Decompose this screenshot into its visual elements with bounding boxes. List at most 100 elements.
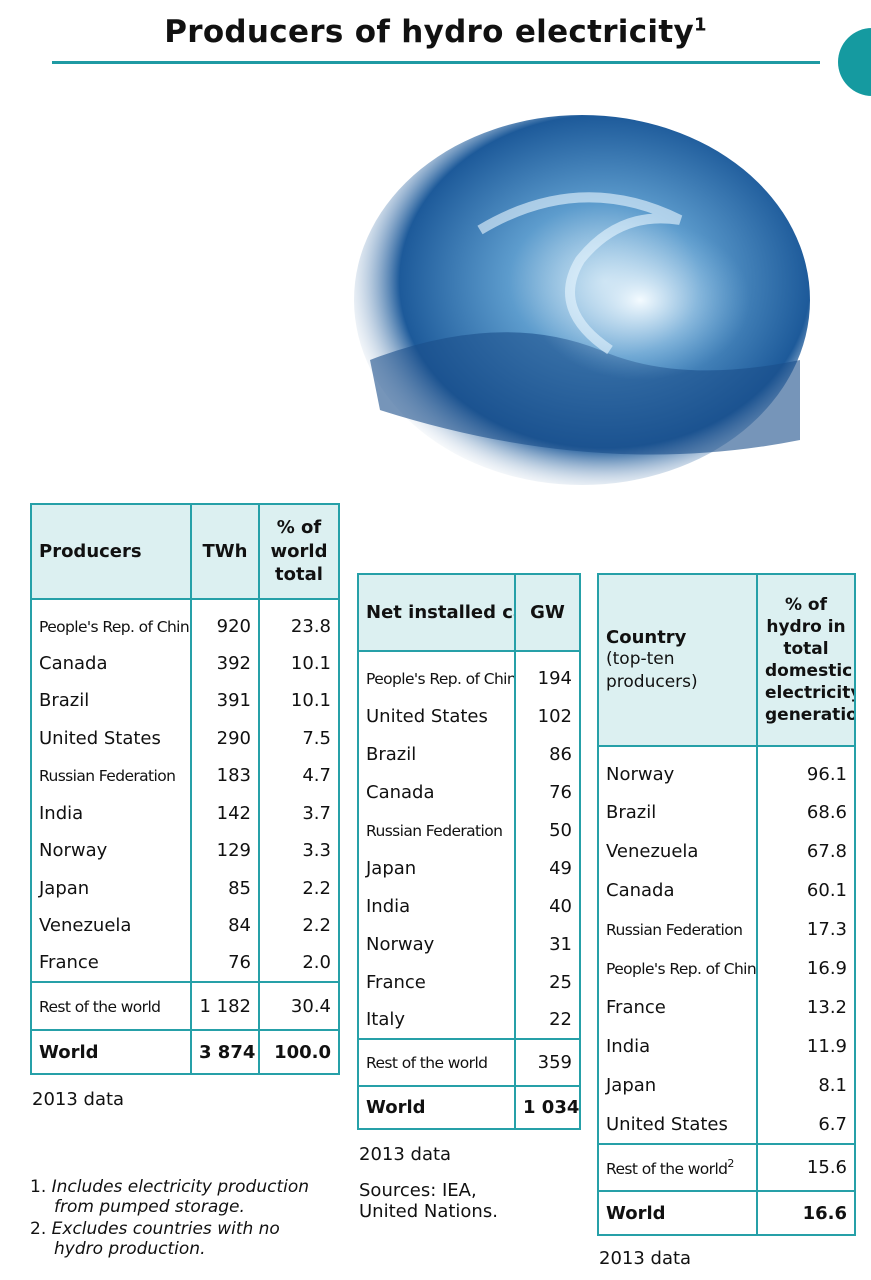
- value: 11.9: [806, 1036, 847, 1057]
- header-cell: Country (top-ten producers): [597, 574, 758, 747]
- rest-row: Rest of the world2 15.6: [597, 1143, 856, 1191]
- label: Canada: [39, 652, 108, 674]
- data-row: United States 102: [357, 697, 581, 735]
- data-row: Venezuela 67.8: [597, 832, 856, 871]
- data-row: France 25: [357, 963, 581, 1001]
- value: 10.1: [290, 690, 331, 712]
- value-cell: 85: [190, 869, 260, 907]
- label: Russian Federation: [39, 767, 176, 786]
- label-cell: Japan: [357, 849, 516, 887]
- label: France: [366, 971, 426, 993]
- page-title: Producers of hydro electricity1: [0, 14, 871, 50]
- value: 60.1: [806, 880, 847, 901]
- label-cell: Canada: [357, 773, 516, 811]
- value-cell: 23.8: [258, 599, 340, 645]
- value: 31: [549, 933, 572, 955]
- label-cell: Brazil: [597, 793, 758, 832]
- value-cell: 7.5: [258, 719, 340, 757]
- label: Japan: [606, 1075, 657, 1096]
- value: 86: [549, 743, 572, 765]
- label-cell: France: [30, 944, 192, 982]
- data-row: India 11.9: [597, 1027, 856, 1066]
- data-row: Brazil 391 10.1: [30, 682, 340, 720]
- value-cell: 50: [514, 811, 581, 849]
- value: 194: [537, 668, 572, 689]
- label: Venezuela: [606, 841, 699, 862]
- value: 392: [216, 652, 251, 674]
- data-row: Venezuela 84 2.2: [30, 907, 340, 945]
- label-cell: Japan: [30, 869, 192, 907]
- wave-illustration: [354, 115, 810, 485]
- value-cell: 4.7: [258, 757, 340, 795]
- label: People's Rep. of China: [606, 960, 757, 978]
- label: Venezuela: [39, 915, 132, 937]
- value-cell: 13.2: [756, 988, 856, 1027]
- data-row: Russian Federation 50: [357, 811, 581, 849]
- label-cell: India: [597, 1027, 758, 1066]
- value: 3.7: [302, 802, 331, 824]
- value-cell: 15.6: [756, 1143, 856, 1191]
- value-cell: 60.1: [756, 871, 856, 910]
- value-cell: 67.8: [756, 832, 856, 871]
- value: 3.3: [302, 840, 331, 862]
- label-cell: Venezuela: [597, 832, 758, 871]
- value-cell: 183: [190, 757, 260, 795]
- label: Norway: [606, 763, 675, 785]
- data-table: Producers TWh % of world total People's Rep…: [30, 503, 340, 1075]
- value-cell: 22: [514, 1001, 581, 1039]
- value-cell: 142: [190, 794, 260, 832]
- value: 1 034: [523, 1097, 580, 1118]
- label-cell: Rest of the world: [30, 981, 192, 1030]
- data-row: Canada 76: [357, 773, 581, 811]
- header-row: Producers TWh % of world total: [30, 504, 340, 600]
- label-cell: World: [597, 1190, 758, 1235]
- footnote: 2. Excludes countries with no hydro prod…: [30, 1219, 330, 1259]
- rest-row: Rest of the world 1 182 30.4: [30, 981, 340, 1030]
- data-row: India 142 3.7: [30, 794, 340, 832]
- label: Russian Federation: [606, 921, 743, 939]
- label: People's Rep. of China: [39, 617, 191, 636]
- value-cell: 2.2: [258, 869, 340, 907]
- data-row: Norway 129 3.3: [30, 832, 340, 870]
- total-row: World 16.6: [597, 1190, 856, 1235]
- value: 391: [216, 690, 251, 712]
- value-cell: 391: [190, 682, 260, 720]
- footnote: 1. Includes electricity production from …: [30, 1177, 330, 1217]
- data-row: Norway 31: [357, 925, 581, 963]
- value-cell: 16.9: [756, 949, 856, 988]
- value-cell: 30.4: [258, 981, 340, 1030]
- label-cell: Rest of the world2: [597, 1143, 758, 1191]
- label-cell: United States: [597, 1105, 758, 1144]
- value: 2.2: [302, 877, 331, 899]
- label: Canada: [366, 781, 435, 803]
- footnote-number: 1.: [30, 1177, 47, 1197]
- value: 16.6: [802, 1202, 847, 1224]
- label-cell: India: [30, 794, 192, 832]
- value-cell: 129: [190, 832, 260, 870]
- data-row: United States 290 7.5: [30, 719, 340, 757]
- label-cell: Japan: [597, 1066, 758, 1105]
- value-cell: 194: [514, 651, 581, 697]
- value: 359: [537, 1052, 572, 1073]
- label-cell: World: [357, 1085, 516, 1129]
- value-cell: 68.6: [756, 793, 856, 832]
- data-row: Japan 85 2.2: [30, 869, 340, 907]
- label-cell: France: [597, 988, 758, 1027]
- value-cell: 3.3: [258, 832, 340, 870]
- data-row: Canada 392 10.1: [30, 644, 340, 682]
- title-rule: [52, 61, 820, 64]
- value: 100.0: [274, 1041, 331, 1063]
- label: France: [606, 997, 666, 1018]
- label-cell: Brazil: [30, 682, 192, 720]
- label: Russian Federation: [366, 821, 503, 840]
- value: 16.9: [806, 958, 847, 979]
- label: Norway: [39, 840, 108, 862]
- value: 40: [549, 895, 572, 917]
- label-cell: Norway: [30, 832, 192, 870]
- data-row: Russian Federation 17.3: [597, 910, 856, 949]
- data-row: Japan 49: [357, 849, 581, 887]
- title-note: 1: [693, 14, 707, 36]
- value: 85: [228, 877, 251, 899]
- label: People's Rep. of China: [366, 670, 515, 688]
- label-cell: France: [357, 963, 516, 1001]
